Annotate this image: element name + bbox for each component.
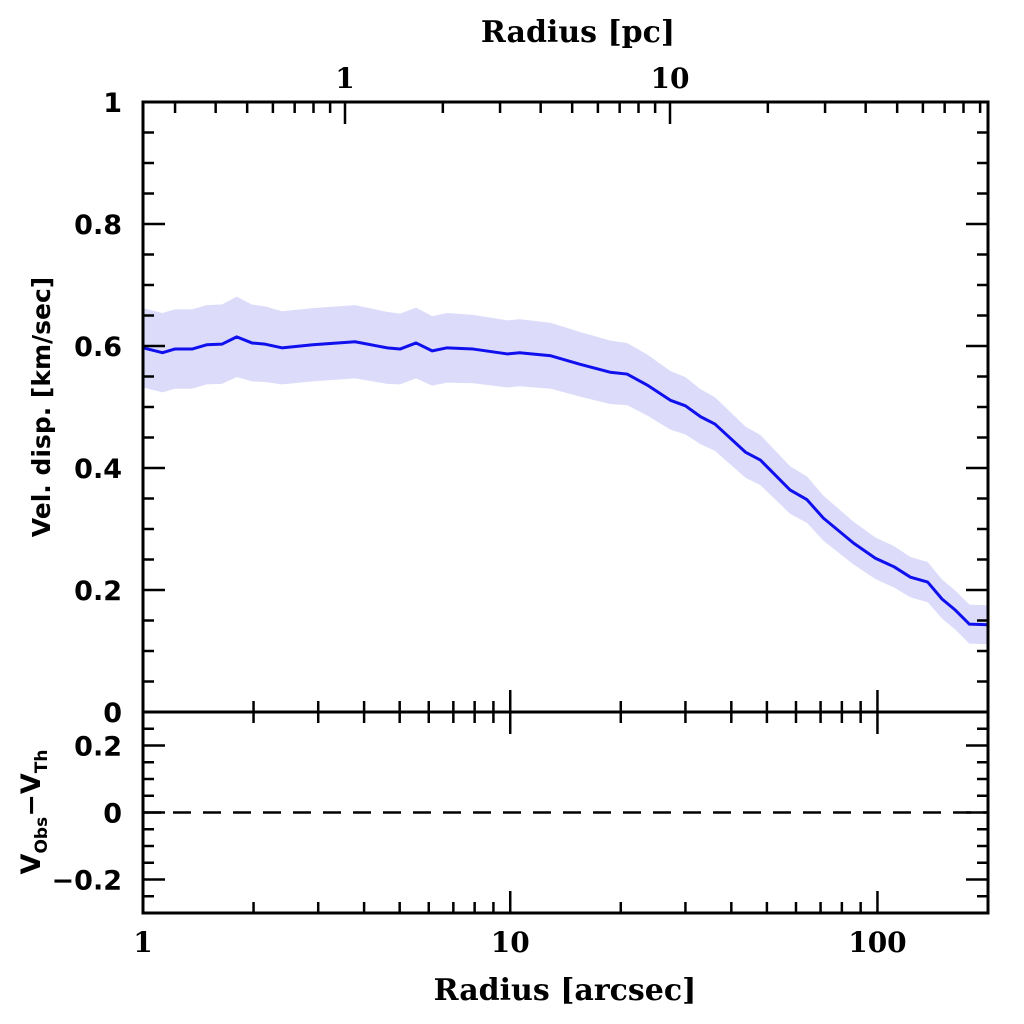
y-tick-label: 1 (103, 88, 122, 119)
x-tick-label: 1 (133, 926, 152, 959)
x-tick-label: 100 (848, 926, 906, 959)
y-axis-title: Vel. disp. [km/sec] (27, 277, 56, 537)
residual-ylabel-sub1: Obs (32, 817, 52, 854)
top-x-tick-label: 10 (651, 62, 690, 95)
residual-y-axis-title: VObs−VTh (16, 750, 52, 875)
series-line-layer (142, 335, 989, 627)
y-tick-label: 0.6 (74, 332, 122, 363)
residual-ylabel-sub2: Th (32, 750, 52, 774)
y-tick-label: 0.8 (74, 210, 122, 241)
axes-layer (141, 100, 990, 915)
y-tick-label: 0.4 (74, 454, 122, 485)
residual-ylabel-minus: − (16, 794, 47, 817)
main-panel-frame (141, 100, 990, 714)
residual-ylabel-v1: V (16, 853, 47, 874)
x-tick-label: 10 (491, 926, 530, 959)
top-axis-title: Radius [pc] (481, 15, 675, 50)
residual-y-tick-label: 0.2 (74, 732, 122, 763)
error-band (143, 296, 988, 645)
residual-y-tick-label: −0.2 (52, 866, 122, 897)
residual-y-tick-label: 0 (103, 799, 122, 830)
x-axis-title: Radius [arcsec] (434, 973, 697, 1008)
top-x-tick-label: 1 (335, 62, 354, 95)
y-tick-label: 0 (103, 698, 122, 729)
y-tick-label: 0.2 (74, 576, 122, 607)
error-band-layer (143, 296, 988, 645)
residual-ylabel-v2: V (16, 773, 47, 794)
